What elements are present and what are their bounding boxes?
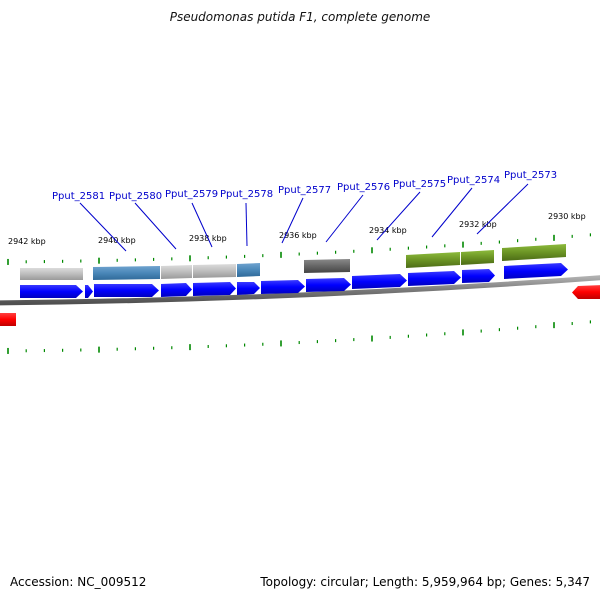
feature-block[interactable]	[502, 244, 566, 261]
cds-arrow-reverse[interactable]	[572, 285, 600, 299]
cds-arrow[interactable]	[306, 278, 351, 292]
feature-block[interactable]	[304, 259, 350, 273]
scale-label-2936: 2936 kbp	[279, 231, 317, 240]
gene-label-pput-2580[interactable]: Pput_2580	[109, 191, 162, 202]
gene-label-pput-2579[interactable]: Pput_2579	[165, 189, 218, 200]
gene-labels: Pput_2581 Pput_2580 Pput_2579 Pput_2578 …	[52, 170, 557, 202]
forward-cds-track	[20, 263, 568, 298]
cds-arrow[interactable]	[504, 263, 568, 279]
scale-label-2932: 2932 kbp	[459, 220, 497, 229]
feature-block[interactable]	[237, 263, 260, 277]
feature-block[interactable]	[93, 266, 160, 280]
scale-label-2930: 2930 kbp	[548, 212, 586, 221]
scale-label-2942: 2942 kbp	[8, 237, 46, 246]
gene-label-pput-2578[interactable]: Pput_2578	[220, 189, 273, 200]
cds-arrow[interactable]	[161, 283, 192, 297]
feature-track	[20, 244, 566, 280]
reverse-cds-track	[0, 285, 600, 326]
feature-block[interactable]	[193, 264, 236, 278]
cds-arrow[interactable]	[408, 271, 461, 286]
gene-label-pput-2576[interactable]: Pput_2576	[337, 182, 390, 193]
cds-arrow[interactable]	[193, 282, 236, 296]
map-title: Pseudomonas putida F1, complete genome	[169, 10, 431, 24]
accession-text: Accession: NC_009512	[10, 575, 147, 589]
gene-label-pput-2575[interactable]: Pput_2575	[393, 179, 446, 190]
lower-tick-track	[7, 320, 592, 354]
label-leaders	[79, 183, 529, 252]
feature-block[interactable]	[20, 268, 83, 280]
gene-label-pput-2577[interactable]: Pput_2577	[278, 185, 331, 196]
upper-tick-track	[7, 233, 592, 265]
cds-arrow[interactable]	[94, 284, 159, 297]
scale-label-2934: 2934 kbp	[369, 226, 407, 235]
cds-arrow[interactable]	[20, 285, 83, 298]
cds-arrow[interactable]	[261, 280, 305, 294]
feature-block[interactable]	[461, 250, 494, 265]
feature-block[interactable]	[406, 252, 460, 268]
genome-summary-text: Topology: circular; Length: 5,959,964 bp…	[260, 575, 590, 589]
gene-label-pput-2574[interactable]: Pput_2574	[447, 175, 500, 186]
scale-label-2940: 2940 kbp	[98, 236, 136, 245]
cds-arrow[interactable]	[352, 274, 407, 289]
cds-arrow-reverse[interactable]	[0, 313, 16, 326]
gene-label-pput-2573[interactable]: Pput_2573	[504, 170, 557, 181]
cds-arrow[interactable]	[85, 285, 93, 298]
genome-backbone	[0, 275, 600, 306]
cds-arrow[interactable]	[237, 282, 260, 295]
feature-block[interactable]	[161, 265, 192, 279]
gene-label-pput-2581[interactable]: Pput_2581	[52, 191, 105, 202]
cds-arrow[interactable]	[462, 269, 495, 283]
